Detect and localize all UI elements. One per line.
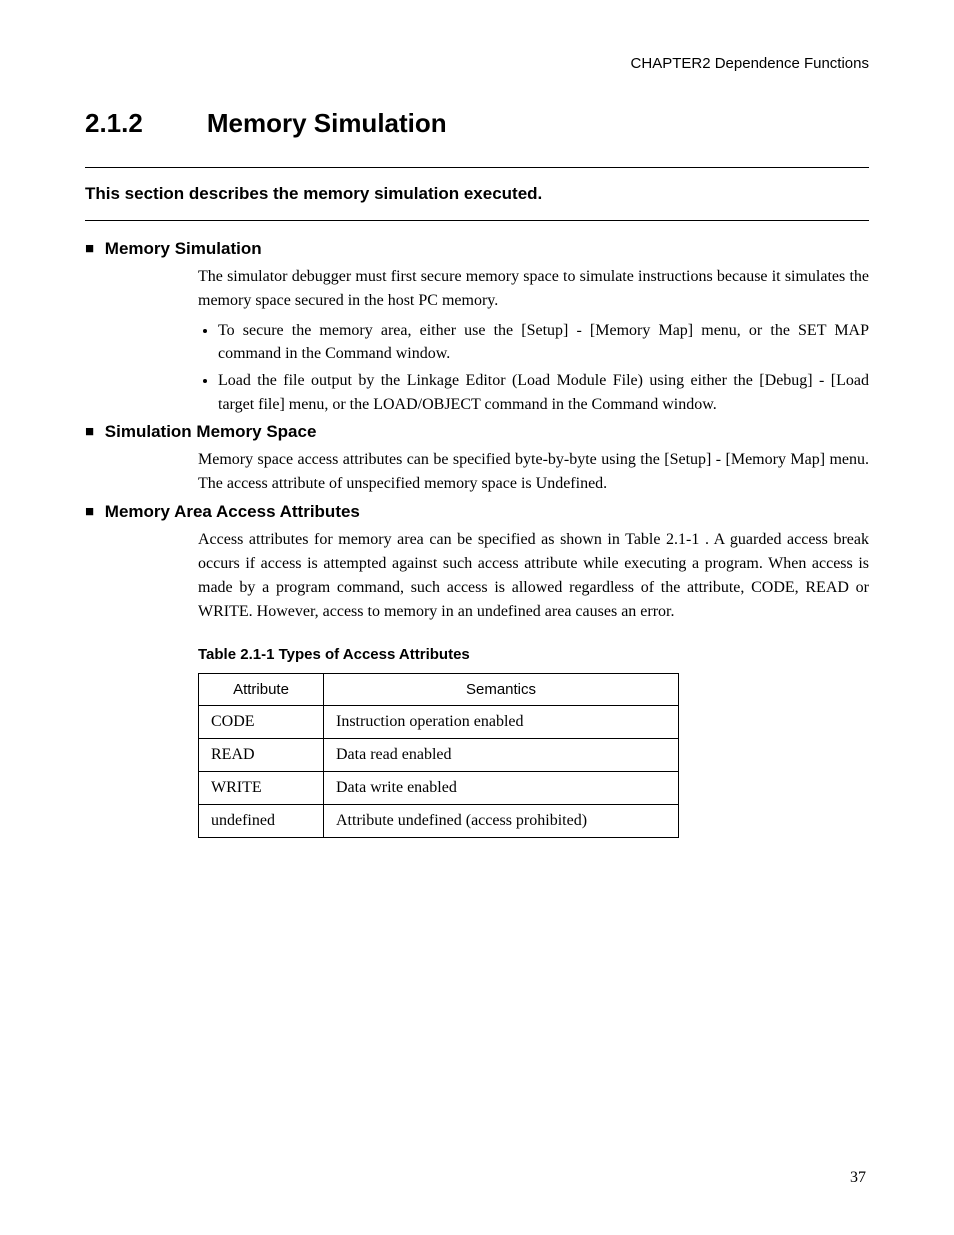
list-item: To secure the memory area, either use th… [218,319,869,365]
section-heading: 2.1.2 Memory Simulation [85,108,869,139]
square-bullet-icon: ■ [85,423,94,440]
square-bullet-icon: ■ [85,503,94,520]
divider-bottom [85,220,869,221]
page-header: CHAPTER2 Dependence Functions [85,55,869,72]
table-header-row: Attribute Semantics [199,673,679,705]
section-number: 2.1.2 [85,108,143,139]
subhead-label: Memory Area Access Attributes [105,502,360,521]
table-cell: undefined [199,804,324,837]
table-row: WRITE Data write enabled [199,771,679,804]
access-attributes-table: Attribute Semantics CODE Instruction ope… [198,673,679,838]
table-cell: Attribute undefined (access prohibited) [324,804,679,837]
table-cell: CODE [199,705,324,738]
table-cell: WRITE [199,771,324,804]
table-cell: Data write enabled [324,771,679,804]
table-cell: Instruction operation enabled [324,705,679,738]
table-row: undefined Attribute undefined (access pr… [199,804,679,837]
subhead-simulation-memory-space: ■ Simulation Memory Space [85,422,869,442]
body-paragraph: Memory space access attributes can be sp… [198,448,869,496]
table-row: CODE Instruction operation enabled [199,705,679,738]
divider-top [85,167,869,168]
table-caption: Table 2.1-1 Types of Access Attributes [198,646,869,663]
page-number: 37 [850,1169,866,1187]
column-header: Semantics [324,673,679,705]
bullet-list: To secure the memory area, either use th… [198,319,869,416]
body-paragraph: The simulator debugger must first secure… [198,265,869,313]
body-paragraph: Access attributes for memory area can be… [198,528,869,624]
column-header: Attribute [199,673,324,705]
table-cell: READ [199,738,324,771]
square-bullet-icon: ■ [85,240,94,257]
section-title: Memory Simulation [207,108,447,139]
subhead-memory-area-access-attributes: ■ Memory Area Access Attributes [85,502,869,522]
table-cell: Data read enabled [324,738,679,771]
section-intro: This section describes the memory simula… [85,184,869,204]
subhead-label: Memory Simulation [105,239,262,258]
list-item: Load the file output by the Linkage Edit… [218,369,869,415]
subhead-label: Simulation Memory Space [105,422,317,441]
subhead-memory-simulation: ■ Memory Simulation [85,239,869,259]
table-row: READ Data read enabled [199,738,679,771]
